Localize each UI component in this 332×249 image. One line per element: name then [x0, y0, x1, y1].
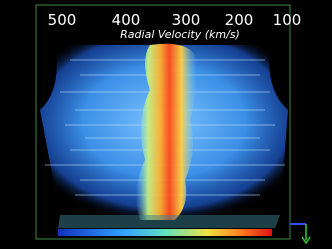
- tick-labels: 500 400 300 200 100: [48, 11, 302, 29]
- floor: [58, 215, 280, 228]
- tick-label: 400: [112, 11, 141, 29]
- orientation-gizmo: [290, 223, 311, 245]
- frame: [35, 4, 291, 240]
- axis-label: Radial Velocity (km/s): [120, 28, 240, 41]
- tick-label: 500: [48, 11, 77, 29]
- tick-label: 300: [172, 11, 201, 29]
- velocity-core: [136, 43, 197, 220]
- tick-label: 100: [273, 11, 302, 29]
- color-bar: [58, 229, 272, 236]
- tick-label: 200: [225, 11, 254, 29]
